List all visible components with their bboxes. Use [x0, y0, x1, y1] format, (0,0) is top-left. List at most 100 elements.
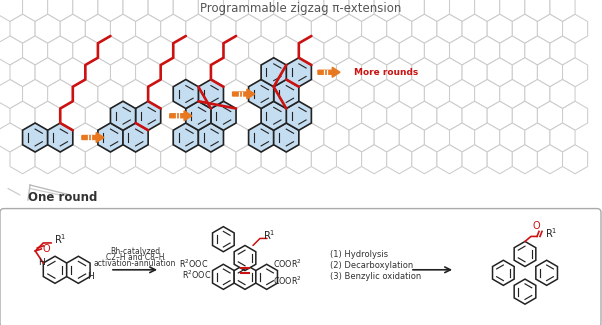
- Polygon shape: [135, 101, 161, 130]
- Polygon shape: [487, 145, 512, 174]
- Text: (3) Benzylic oxidation: (3) Benzylic oxidation: [330, 272, 421, 281]
- Polygon shape: [223, 80, 249, 109]
- Polygon shape: [274, 80, 299, 109]
- Polygon shape: [161, 58, 186, 87]
- Polygon shape: [123, 0, 148, 21]
- Polygon shape: [123, 123, 148, 152]
- Polygon shape: [148, 123, 173, 152]
- Polygon shape: [22, 123, 48, 152]
- Polygon shape: [337, 58, 362, 87]
- Polygon shape: [450, 36, 474, 65]
- Polygon shape: [362, 14, 386, 43]
- Polygon shape: [274, 0, 299, 21]
- Polygon shape: [337, 101, 362, 130]
- Polygon shape: [474, 123, 500, 152]
- Polygon shape: [399, 80, 424, 109]
- Text: H: H: [38, 258, 45, 267]
- Polygon shape: [324, 123, 349, 152]
- Polygon shape: [249, 36, 274, 65]
- Polygon shape: [35, 58, 60, 87]
- Polygon shape: [73, 0, 98, 21]
- Polygon shape: [362, 145, 386, 174]
- Polygon shape: [525, 123, 550, 152]
- Polygon shape: [514, 279, 536, 304]
- Polygon shape: [48, 123, 73, 152]
- Polygon shape: [261, 101, 287, 130]
- Polygon shape: [173, 0, 199, 21]
- Text: R$^2$OOC: R$^2$OOC: [182, 268, 211, 280]
- Polygon shape: [274, 36, 299, 65]
- Polygon shape: [85, 101, 110, 130]
- Polygon shape: [123, 123, 148, 152]
- Polygon shape: [424, 0, 450, 21]
- Polygon shape: [186, 145, 211, 174]
- Text: C2–H and C8–H: C2–H and C8–H: [106, 253, 164, 262]
- Polygon shape: [211, 101, 236, 130]
- Polygon shape: [399, 123, 424, 152]
- Polygon shape: [173, 80, 199, 109]
- Polygon shape: [186, 101, 211, 130]
- Polygon shape: [424, 36, 450, 65]
- Polygon shape: [223, 36, 249, 65]
- Polygon shape: [186, 58, 211, 87]
- Polygon shape: [525, 36, 550, 65]
- Polygon shape: [234, 245, 256, 270]
- Text: (2) Decarboxylation: (2) Decarboxylation: [330, 261, 413, 270]
- Polygon shape: [85, 58, 110, 87]
- Polygon shape: [412, 58, 437, 87]
- Polygon shape: [562, 14, 588, 43]
- Text: O: O: [532, 221, 540, 231]
- Polygon shape: [0, 80, 22, 109]
- Polygon shape: [110, 145, 135, 174]
- Polygon shape: [562, 58, 588, 87]
- Polygon shape: [562, 145, 588, 174]
- Polygon shape: [110, 101, 135, 130]
- Polygon shape: [10, 145, 35, 174]
- Polygon shape: [236, 14, 261, 43]
- Polygon shape: [22, 36, 48, 65]
- Polygon shape: [123, 36, 148, 65]
- Polygon shape: [48, 0, 73, 21]
- Polygon shape: [211, 14, 236, 43]
- Polygon shape: [98, 36, 123, 65]
- Polygon shape: [123, 80, 148, 109]
- FancyArrow shape: [82, 133, 104, 142]
- Polygon shape: [161, 101, 186, 130]
- Polygon shape: [538, 14, 562, 43]
- Polygon shape: [324, 36, 349, 65]
- Polygon shape: [437, 101, 462, 130]
- Polygon shape: [337, 145, 362, 174]
- Polygon shape: [399, 36, 424, 65]
- Polygon shape: [374, 123, 399, 152]
- Polygon shape: [161, 145, 186, 174]
- Polygon shape: [299, 123, 324, 152]
- Polygon shape: [85, 145, 110, 174]
- Polygon shape: [349, 80, 374, 109]
- Polygon shape: [223, 123, 249, 152]
- Polygon shape: [474, 0, 500, 21]
- Polygon shape: [274, 123, 299, 152]
- Polygon shape: [311, 145, 337, 174]
- Text: One round: One round: [28, 191, 98, 204]
- Polygon shape: [135, 101, 161, 130]
- Polygon shape: [287, 145, 311, 174]
- Polygon shape: [538, 101, 562, 130]
- Polygon shape: [374, 0, 399, 21]
- FancyArrow shape: [318, 67, 340, 77]
- Polygon shape: [10, 58, 35, 87]
- Polygon shape: [236, 145, 261, 174]
- Polygon shape: [299, 0, 324, 21]
- Polygon shape: [261, 58, 287, 87]
- Polygon shape: [110, 14, 135, 43]
- Polygon shape: [337, 14, 362, 43]
- Polygon shape: [412, 101, 437, 130]
- Text: COOR$^2$: COOR$^2$: [273, 274, 302, 287]
- Text: R$^1$: R$^1$: [263, 228, 276, 242]
- Polygon shape: [550, 123, 575, 152]
- Polygon shape: [274, 123, 299, 152]
- Polygon shape: [311, 101, 337, 130]
- Text: More rounds: More rounds: [354, 68, 418, 77]
- Polygon shape: [287, 101, 311, 130]
- Polygon shape: [324, 80, 349, 109]
- Polygon shape: [22, 123, 48, 152]
